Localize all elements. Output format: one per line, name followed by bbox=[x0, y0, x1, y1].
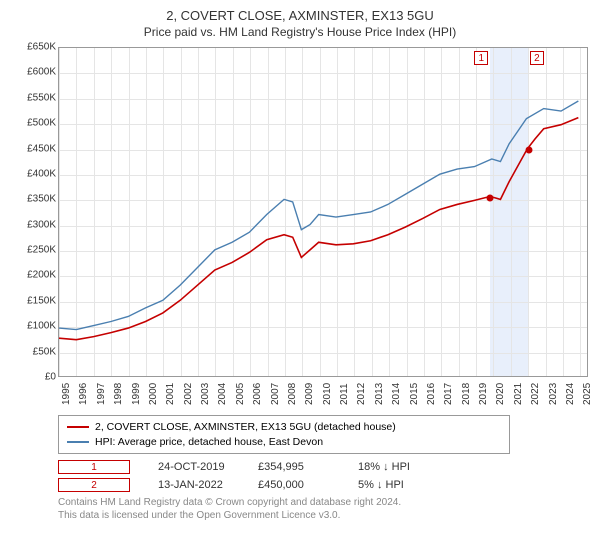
table-row: 1 24-OCT-2019 £354,995 18% ↓ HPI bbox=[58, 460, 588, 474]
y-tick-label: £100K bbox=[27, 321, 56, 332]
x-tick-label: 1999 bbox=[131, 383, 133, 405]
x-tick-label: 2021 bbox=[513, 383, 515, 405]
y-tick-label: £300K bbox=[27, 219, 56, 230]
x-tick-label: 2016 bbox=[426, 383, 428, 405]
sale-dot-icon bbox=[526, 146, 533, 153]
y-tick-label: £600K bbox=[27, 67, 56, 78]
footer-text: Contains HM Land Registry data © Crown c… bbox=[58, 496, 588, 522]
x-tick-label: 2020 bbox=[495, 383, 497, 405]
footer-line: Contains HM Land Registry data © Crown c… bbox=[58, 496, 588, 509]
chart-marker-icon: 2 bbox=[530, 51, 544, 65]
plot-area: 12 bbox=[58, 47, 588, 377]
legend-swatch-icon bbox=[67, 441, 89, 443]
x-tick-label: 2014 bbox=[391, 383, 393, 405]
x-tick-label: 2006 bbox=[252, 383, 254, 405]
legend-item: 2, COVERT CLOSE, AXMINSTER, EX13 5GU (de… bbox=[67, 420, 501, 435]
x-tick-label: 2017 bbox=[443, 383, 445, 405]
x-tick-label: 2009 bbox=[304, 383, 306, 405]
y-tick-label: £500K bbox=[27, 118, 56, 129]
legend-item: HPI: Average price, detached house, East… bbox=[67, 435, 501, 450]
legend-box: 2, COVERT CLOSE, AXMINSTER, EX13 5GU (de… bbox=[58, 415, 510, 454]
x-tick-label: 2003 bbox=[200, 383, 202, 405]
x-tick-label: 2022 bbox=[530, 383, 532, 405]
y-tick-label: £50K bbox=[33, 346, 56, 357]
series-hpi bbox=[59, 101, 578, 330]
legend-label: 2, COVERT CLOSE, AXMINSTER, EX13 5GU (de… bbox=[95, 420, 396, 435]
x-tick-label: 2002 bbox=[183, 383, 185, 405]
y-tick-label: £450K bbox=[27, 143, 56, 154]
sale-diff: 18% ↓ HPI bbox=[358, 461, 430, 473]
y-tick-label: £0 bbox=[45, 372, 56, 383]
chart-title: 2, COVERT CLOSE, AXMINSTER, EX13 5GU bbox=[12, 8, 588, 23]
x-tick-label: 2019 bbox=[478, 383, 480, 405]
y-tick-label: £400K bbox=[27, 168, 56, 179]
legend-label: HPI: Average price, detached house, East… bbox=[95, 435, 323, 450]
line-layer bbox=[59, 48, 587, 376]
y-tick-label: £650K bbox=[27, 42, 56, 53]
x-tick-label: 1997 bbox=[96, 383, 98, 405]
x-tick-label: 2011 bbox=[339, 383, 341, 405]
sale-marker-icon: 2 bbox=[58, 478, 130, 492]
footer-line: This data is licensed under the Open Gov… bbox=[58, 509, 588, 522]
y-tick-label: £550K bbox=[27, 92, 56, 103]
y-tick-label: £350K bbox=[27, 194, 56, 205]
sales-table: 1 24-OCT-2019 £354,995 18% ↓ HPI 2 13-JA… bbox=[58, 460, 588, 492]
x-tick-label: 2024 bbox=[565, 383, 567, 405]
x-tick-label: 2025 bbox=[582, 383, 584, 405]
legend-swatch-icon bbox=[67, 426, 89, 428]
x-tick-label: 2007 bbox=[270, 383, 272, 405]
sale-date: 24-OCT-2019 bbox=[158, 461, 230, 473]
y-tick-label: £150K bbox=[27, 295, 56, 306]
x-axis: 1995 1996 1997 1998 1999 2000 2001 2002 2003 2004… bbox=[58, 377, 588, 407]
x-tick-label: 1998 bbox=[113, 383, 115, 405]
x-tick-label: 1996 bbox=[78, 383, 80, 405]
x-tick-label: 2023 bbox=[548, 383, 550, 405]
x-tick-label: 2008 bbox=[287, 383, 289, 405]
sale-marker-icon: 1 bbox=[58, 460, 130, 474]
sale-diff: 5% ↓ HPI bbox=[358, 479, 430, 491]
x-tick-label: 2012 bbox=[356, 383, 358, 405]
chart-marker-icon: 1 bbox=[474, 51, 488, 65]
x-tick-label: 2000 bbox=[148, 383, 150, 405]
chart-container: 2, COVERT CLOSE, AXMINSTER, EX13 5GU Pri… bbox=[0, 0, 600, 560]
x-tick-label: 2001 bbox=[165, 383, 167, 405]
x-tick-label: 2010 bbox=[322, 383, 324, 405]
x-tick-label: 2013 bbox=[374, 383, 376, 405]
sale-price: £450,000 bbox=[258, 479, 330, 491]
y-tick-label: £200K bbox=[27, 270, 56, 281]
y-tick-label: £250K bbox=[27, 245, 56, 256]
x-tick-label: 2005 bbox=[235, 383, 237, 405]
series-price_paid bbox=[59, 118, 578, 340]
x-tick-label: 1995 bbox=[61, 383, 63, 405]
chart-area: £0 £50K £100K £150K £200K £250K £300K £350K £400… bbox=[12, 47, 588, 407]
sale-dot-icon bbox=[486, 194, 493, 201]
sale-price: £354,995 bbox=[258, 461, 330, 473]
sale-date: 13-JAN-2022 bbox=[158, 479, 230, 491]
x-tick-label: 2004 bbox=[217, 383, 219, 405]
table-row: 2 13-JAN-2022 £450,000 5% ↓ HPI bbox=[58, 478, 588, 492]
x-tick-label: 2015 bbox=[409, 383, 411, 405]
x-tick-label: 2018 bbox=[461, 383, 463, 405]
chart-subtitle: Price paid vs. HM Land Registry's House … bbox=[12, 25, 588, 39]
y-axis: £0£50K£100K£150K£200K£250K£300K£350K£400… bbox=[12, 47, 58, 377]
